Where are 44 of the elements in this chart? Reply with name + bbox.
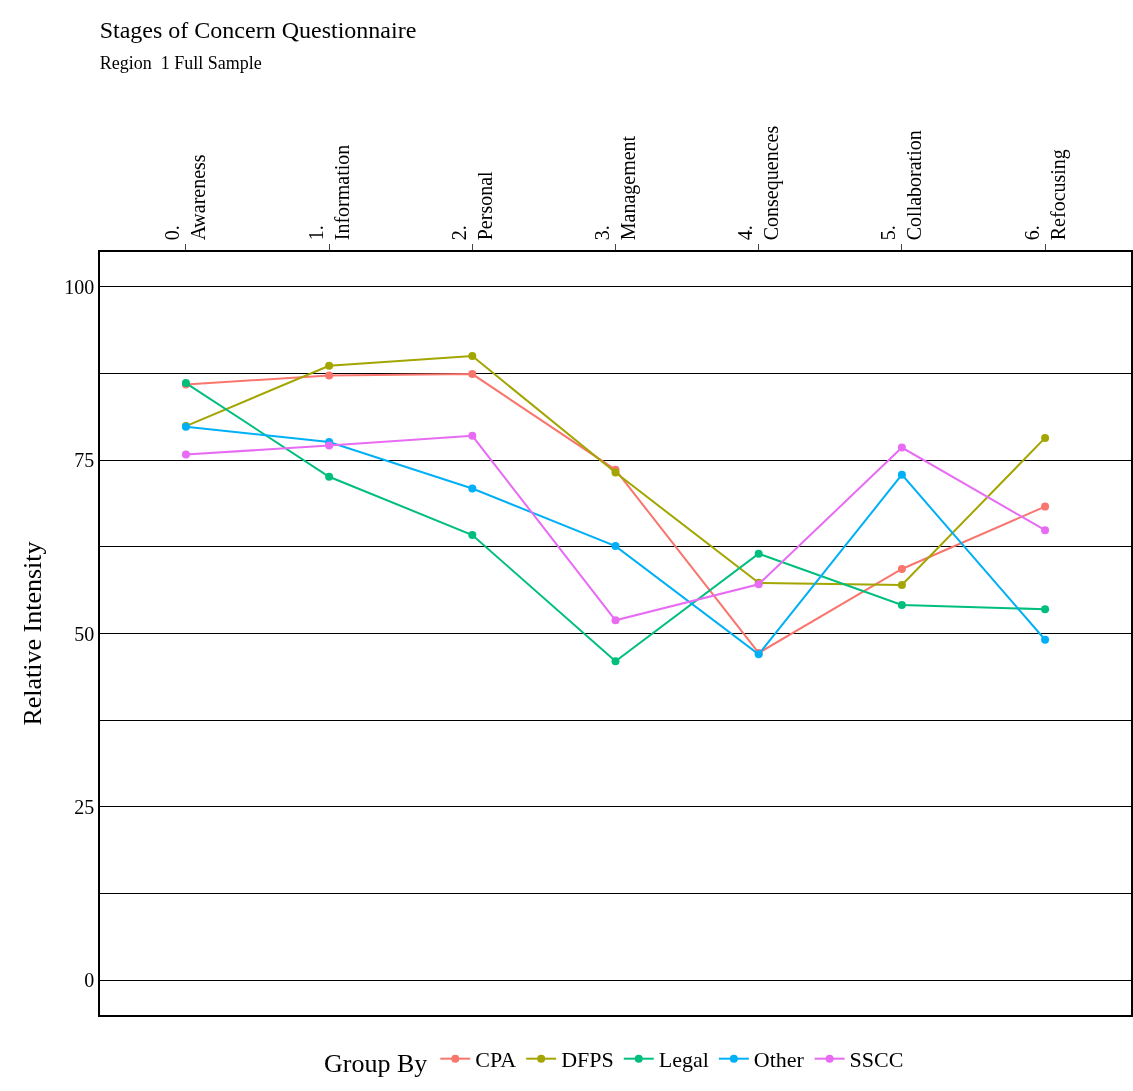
legend-label: CPA: [475, 1047, 517, 1073]
legend-label: Legal: [658, 1047, 709, 1073]
point: [611, 542, 620, 551]
point: [468, 484, 477, 493]
point: [897, 443, 906, 452]
point: [325, 371, 334, 380]
point: [325, 361, 334, 370]
point: [181, 450, 190, 459]
x-tick-label: 0. Awareness: [161, 154, 210, 241]
point: [611, 657, 620, 666]
point: [611, 616, 620, 625]
legend-label: Other: [753, 1047, 805, 1073]
point: [468, 370, 477, 379]
point: [468, 431, 477, 440]
point: [468, 352, 477, 361]
point: [1041, 526, 1050, 535]
point: [1041, 433, 1050, 442]
point: [897, 601, 906, 610]
x-tick-label: 6. Refocusing: [1020, 149, 1070, 241]
x-tick-label: 1. Information: [304, 144, 353, 241]
point: [1041, 502, 1050, 511]
legend-label: SSCC: [849, 1047, 904, 1073]
x-tick-label: 4. Consequences: [734, 125, 784, 241]
point: [897, 470, 906, 479]
x-tick-label: 3. Management: [591, 135, 640, 241]
legend-title: Group By: [324, 1048, 428, 1078]
y-tick-label: 25: [74, 795, 95, 818]
chart-title: Stages of Concern Questionnaire: [99, 17, 417, 44]
y-tick-label: 75: [74, 449, 95, 472]
point: [897, 564, 906, 573]
y-tick-label: 0: [84, 969, 95, 992]
legend-label: DFPS: [561, 1047, 614, 1073]
y-axis-title: Relative Intensity: [18, 541, 48, 726]
point: [754, 549, 763, 558]
point: [325, 472, 334, 481]
point: [897, 580, 906, 589]
point: [1041, 635, 1050, 644]
point: [468, 531, 477, 539]
point: [1041, 605, 1050, 614]
x-tick-label: 5. Collaboration: [877, 130, 926, 241]
x-tick-label: 2. Personal: [447, 170, 496, 241]
y-tick-label: 100: [64, 275, 95, 298]
y-tick-label: 50: [74, 622, 95, 645]
chart-subtitle: Region 1 Full Sample: [99, 53, 262, 74]
